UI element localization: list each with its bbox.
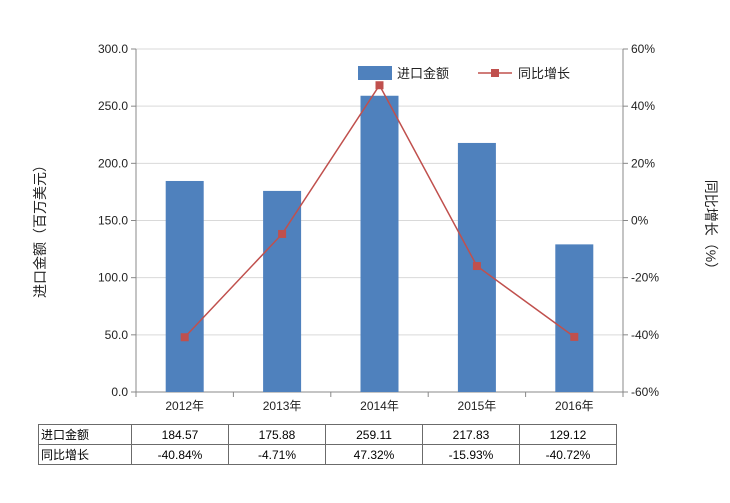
y-axis-left-label: 进口金额（百万美元） bbox=[32, 158, 48, 298]
y-tick-label: 200.0 bbox=[98, 156, 128, 170]
y2-tick-label: 60% bbox=[631, 42, 655, 56]
table-cell: 47.32% bbox=[325, 444, 423, 465]
y-tick-label: 50.0 bbox=[105, 328, 129, 342]
y-tick-label: 300.0 bbox=[98, 42, 128, 56]
y2-tick-label: -60% bbox=[631, 385, 659, 399]
table-cell: 175.88 bbox=[228, 424, 326, 445]
bar bbox=[165, 180, 204, 392]
y-tick-label: 150.0 bbox=[98, 214, 128, 228]
line-point bbox=[472, 262, 481, 271]
table-cell: 184.57 bbox=[131, 424, 229, 445]
line-point bbox=[278, 229, 287, 238]
table-cell: -40.84% bbox=[131, 444, 229, 465]
legend-label: 进口金额 bbox=[397, 66, 449, 81]
table-row: 进口金额 184.57 175.88 259.11 217.83 129.12 bbox=[38, 424, 617, 445]
y2-tick-label: 0% bbox=[631, 214, 649, 228]
table-cell: 217.83 bbox=[422, 424, 520, 445]
line-point bbox=[375, 81, 384, 90]
y2-tick-label: -20% bbox=[631, 271, 659, 285]
legend-swatch-bar bbox=[358, 66, 392, 80]
x-tick-label: 2015年 bbox=[458, 399, 497, 413]
data-table: 进口金额 184.57 175.88 259.11 217.83 129.12 … bbox=[38, 424, 617, 465]
legend-swatch-marker bbox=[491, 69, 499, 77]
table-row-header: 进口金额 bbox=[38, 424, 132, 445]
y-tick-label: 250.0 bbox=[98, 99, 128, 113]
table-row: 同比增长 -40.84% -4.71% 47.32% -15.93% -40.7… bbox=[38, 444, 617, 465]
legend-label: 同比增长 bbox=[518, 66, 570, 81]
x-tick-label: 2012年 bbox=[165, 399, 204, 413]
y2-tick-label: 40% bbox=[631, 99, 655, 113]
y2-tick-label: -40% bbox=[631, 328, 659, 342]
x-tick-label: 2013年 bbox=[263, 399, 302, 413]
bar bbox=[263, 190, 302, 392]
table-row-header: 同比增长 bbox=[38, 444, 132, 465]
bar bbox=[555, 244, 594, 392]
x-tick-label: 2014年 bbox=[360, 399, 399, 413]
table-cell: -40.72% bbox=[519, 444, 617, 465]
table-cell: 259.11 bbox=[325, 424, 423, 445]
y-axis-right-label: 同比增长（%） bbox=[703, 179, 719, 277]
x-tick-label: 2016年 bbox=[555, 399, 594, 413]
y2-tick-label: 20% bbox=[631, 156, 655, 170]
y-tick-label: 100.0 bbox=[98, 271, 128, 285]
table-cell: -15.93% bbox=[422, 444, 520, 465]
line-point bbox=[180, 333, 189, 342]
y-tick-label: 0.0 bbox=[111, 385, 128, 399]
bar bbox=[360, 95, 399, 392]
table-cell: 129.12 bbox=[519, 424, 617, 445]
table-cell: -4.71% bbox=[228, 444, 326, 465]
line-point bbox=[570, 332, 579, 341]
